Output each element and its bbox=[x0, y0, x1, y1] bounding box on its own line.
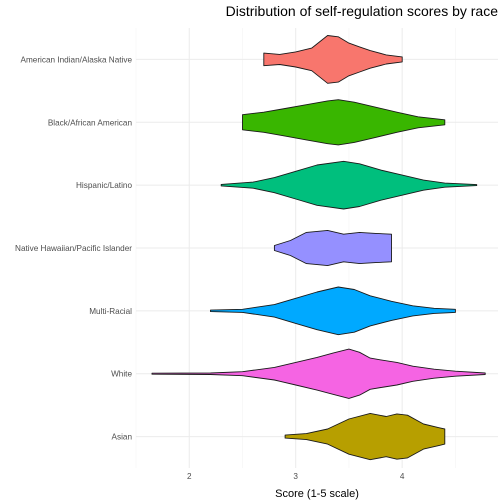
category-label-hispanic-latino: Hispanic/Latino bbox=[76, 181, 132, 190]
violin-native-hawaiian-pacific-islander bbox=[273, 229, 392, 267]
category-label-american-indian-alaska-native: American Indian/Alaska Native bbox=[21, 55, 133, 64]
x-tick-layer: 2 3 4 bbox=[187, 472, 405, 481]
violin-hispanic-latino bbox=[220, 160, 478, 210]
x-axis-title: Score (1-5 scale) bbox=[275, 488, 359, 500]
x-tick-label: 2 bbox=[187, 472, 192, 481]
category-label-native-hawaiian-pacific-islander: Native Hawaiian/Pacific Islander bbox=[15, 244, 132, 253]
chart-title: Distribution of self-regulation scores b… bbox=[226, 3, 499, 19]
violin-american-indian-alaska-native bbox=[263, 35, 403, 84]
violin-multi-racial bbox=[210, 286, 456, 336]
category-label-layer: Asian White Multi-Racial Native Hawaiian/Pa… bbox=[15, 55, 132, 441]
x-tick-label: 4 bbox=[400, 472, 405, 481]
x-tick-label: 3 bbox=[293, 472, 298, 481]
category-label-multi-racial: Multi-Racial bbox=[89, 307, 132, 316]
violin-layer bbox=[151, 35, 486, 461]
violin-black-african-american bbox=[242, 99, 446, 146]
category-label-asian: Asian bbox=[112, 433, 133, 442]
violin-asian bbox=[284, 412, 446, 461]
category-label-black-african-american: Black/African American bbox=[48, 118, 133, 127]
violin-white bbox=[151, 348, 486, 399]
category-label-white: White bbox=[111, 370, 132, 379]
